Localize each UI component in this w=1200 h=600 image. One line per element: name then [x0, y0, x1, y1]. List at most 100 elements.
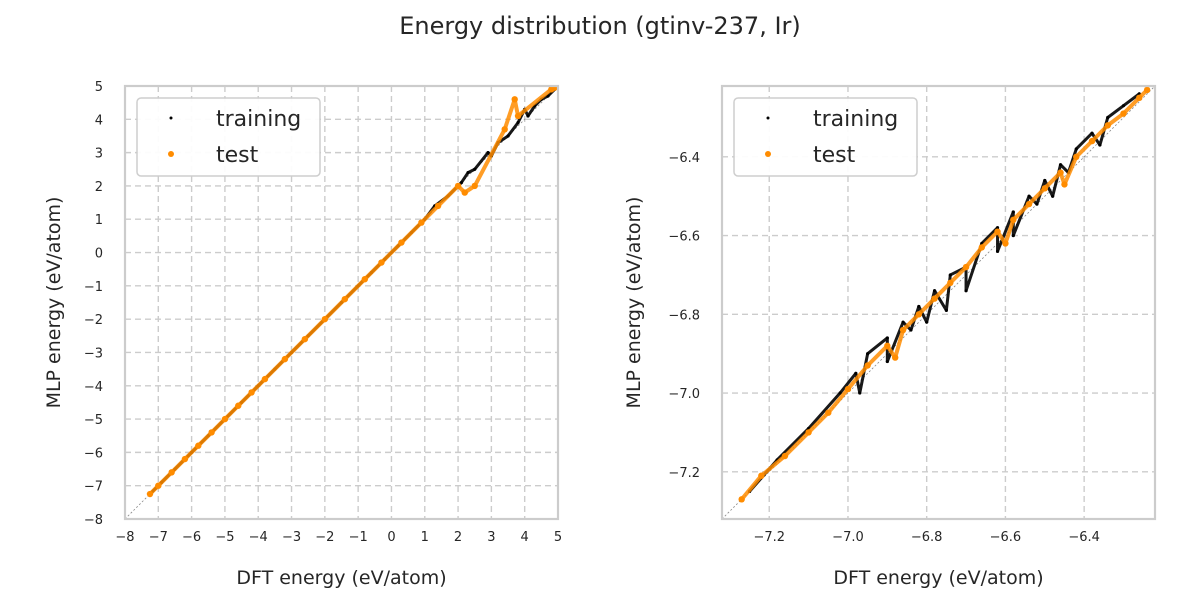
- legend-box: [136, 97, 321, 177]
- training-point: [901, 320, 905, 324]
- test-point: [248, 389, 255, 396]
- training-point: [1035, 202, 1039, 206]
- test-point: [781, 452, 789, 460]
- training-point: [885, 336, 889, 340]
- test-point: [1010, 216, 1017, 224]
- x-tick-label: −6.6: [990, 530, 1022, 545]
- x-axis-label: DFT energy (eV/atom): [833, 567, 1043, 589]
- test-point: [195, 442, 202, 449]
- x-tick-label: −2: [315, 530, 334, 545]
- y-tick-label: −7.0: [668, 387, 700, 402]
- x-tick-label: 0: [387, 530, 395, 545]
- test-point: [1061, 181, 1068, 188]
- test-point: [1073, 153, 1080, 161]
- y-tick-label: −2: [84, 313, 103, 328]
- x-tick-label: −6: [182, 530, 201, 545]
- test-series-band: [739, 87, 1150, 502]
- test-point: [931, 295, 938, 302]
- test-point: [551, 86, 558, 91]
- x-tick-label: −3: [282, 530, 301, 545]
- legend: training test: [733, 97, 918, 177]
- test-point: [511, 96, 518, 103]
- legend: training test: [136, 97, 321, 177]
- training-point: [944, 308, 948, 312]
- training-point: [1090, 131, 1094, 135]
- test-point: [461, 189, 468, 196]
- plot-frame: [123, 84, 560, 521]
- training-point: [1074, 147, 1078, 151]
- test-point: [418, 219, 425, 226]
- training-point: [964, 289, 968, 293]
- legend-label-test: test: [813, 143, 856, 168]
- test-point: [1136, 94, 1143, 102]
- test-point: [181, 455, 189, 463]
- markers: [738, 86, 1151, 503]
- x-tick-label: −7.2: [753, 530, 785, 545]
- test-point: [844, 385, 852, 393]
- test-point: [168, 469, 175, 476]
- training-point: [995, 226, 1000, 230]
- training-point: [1098, 143, 1102, 147]
- x-tick-label: −8: [115, 530, 134, 545]
- training-point: [854, 371, 858, 375]
- x-tick-label: 1: [421, 530, 429, 545]
- test-point: [892, 354, 899, 361]
- test-point: [978, 244, 985, 251]
- test-point: [915, 311, 923, 318]
- y-tick-label: −7.2: [668, 466, 700, 481]
- x-tick-label: −4: [249, 530, 268, 545]
- test-point: [1088, 137, 1096, 145]
- test-point: [301, 335, 309, 343]
- test-point: [155, 482, 162, 489]
- right-panel-zoomed-range: −7.2 −7.0 −6.8 −6.6 −6.4 −7.2 −7.0 −6.8 −6.6 −6.4…: [623, 84, 1157, 589]
- test-point: [398, 239, 405, 246]
- x-tick-label: −6.8: [911, 530, 943, 545]
- legend-marker-training: [169, 116, 173, 120]
- test-point: [321, 315, 329, 323]
- test-point: [1002, 240, 1009, 247]
- y-tick-label: 2: [95, 180, 103, 195]
- test-point: [281, 355, 289, 363]
- training-point: [917, 304, 921, 309]
- y-tick-label: −3: [84, 346, 103, 361]
- test-point: [1143, 86, 1151, 94]
- y-tick-label: 1: [95, 213, 103, 228]
- x-tick-label: −7: [149, 530, 168, 545]
- test-point: [1057, 169, 1064, 176]
- training-point: [1121, 104, 1126, 108]
- test-point: [994, 228, 1001, 235]
- training-point: [473, 167, 477, 171]
- test-point: [758, 472, 765, 479]
- test-point: [221, 415, 229, 423]
- legend-label-test: test: [216, 143, 259, 168]
- training-point: [995, 249, 1000, 253]
- test-point: [341, 295, 349, 303]
- test-point: [1041, 185, 1048, 192]
- y-axis-label: MLP energy (eV/atom): [623, 197, 645, 409]
- test-point: [962, 263, 970, 271]
- training-point: [459, 180, 464, 185]
- left-panel-full-range: −8 −7 −6 −5 −4 −3 −2 −1 0 1 2 3 4 5 −8 −7 −6 −5 −4 −3 −2 −1 0 1…: [43, 80, 562, 589]
- y-tick-label: 5: [95, 80, 103, 95]
- test-point: [738, 496, 745, 503]
- test-point: [1025, 200, 1033, 208]
- legend-label-training: training: [216, 107, 301, 132]
- y-axis-label: MLP energy (eV/atom): [43, 197, 65, 409]
- x-tick-label: −7.0: [832, 530, 864, 545]
- y-tick-label: −1: [84, 280, 103, 295]
- legend-marker-test: [765, 151, 771, 157]
- training-point: [1051, 194, 1055, 198]
- training-point: [948, 273, 952, 277]
- training-point: [838, 391, 842, 395]
- legend-marker-test: [168, 151, 174, 157]
- training-point: [1011, 210, 1015, 214]
- test-point: [1104, 122, 1111, 129]
- y-tick-label: −7: [84, 480, 103, 495]
- training-point: [866, 352, 870, 356]
- training-point: [932, 289, 937, 293]
- y-tick-label: 4: [95, 113, 103, 128]
- test-point: [805, 429, 812, 436]
- test-point: [434, 202, 442, 210]
- plot-frame: [720, 84, 1157, 521]
